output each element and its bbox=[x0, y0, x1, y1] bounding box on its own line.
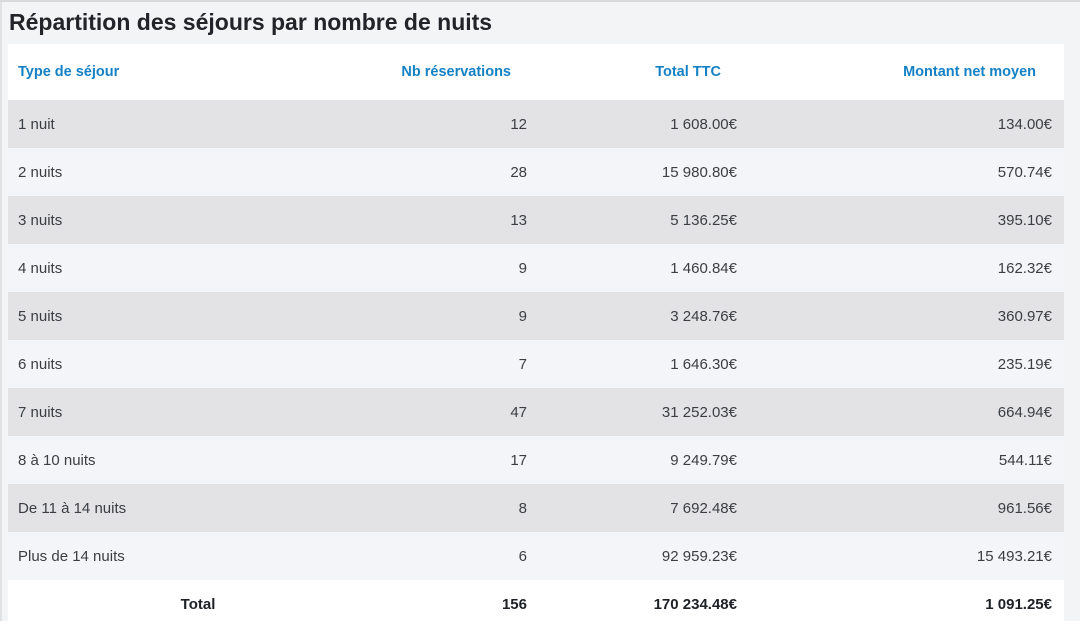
table-row: 6 nuits 7 1 646.30€ 235.19€ bbox=[8, 340, 1064, 388]
nb-reservations-cell: 7 bbox=[518, 355, 527, 373]
total-ttc-cell: 15 980.80€ bbox=[661, 163, 737, 181]
nb-reservations-cell: 8 bbox=[518, 499, 527, 517]
table-row: 7 nuits 47 31 252.03€ 664.94€ bbox=[8, 388, 1064, 436]
montant-net-moyen-cell: 235.19€ bbox=[997, 355, 1052, 373]
nb-reservations-cell: 47 bbox=[510, 403, 527, 421]
column-header-total-ttc[interactable]: Total TTC bbox=[539, 44, 749, 100]
stay-type-cell: 6 nuits bbox=[18, 355, 63, 373]
total-ttc-cell: 7 692.48€ bbox=[670, 499, 737, 517]
total-montant-net-moyen: 1 091.25€ bbox=[749, 580, 1064, 628]
stay-type-cell: 2 nuits bbox=[18, 163, 63, 181]
total-label: Total bbox=[8, 580, 389, 628]
column-header-nb-reservations[interactable]: Nb réservations bbox=[389, 44, 539, 100]
page-title: Répartition des séjours par nombre de nu… bbox=[9, 9, 493, 35]
nb-reservations-cell: 12 bbox=[510, 115, 527, 133]
column-header-montant-net-moyen[interactable]: Montant net moyen bbox=[749, 44, 1064, 100]
table-header: Type de séjour Nb réservations Total TTC… bbox=[8, 44, 1064, 100]
stay-type-cell: 8 à 10 nuits bbox=[18, 451, 96, 469]
total-ttc-cell: 31 252.03€ bbox=[661, 403, 737, 421]
montant-net-moyen-cell: 162.32€ bbox=[997, 259, 1052, 277]
total-ttc-cell: 1 646.30€ bbox=[670, 355, 737, 373]
nb-reservations-cell: 13 bbox=[510, 211, 527, 229]
stay-type-cell: 4 nuits bbox=[18, 259, 63, 277]
montant-net-moyen-cell: 360.97€ bbox=[997, 307, 1052, 325]
total-nb-reservations: 156 bbox=[389, 580, 539, 628]
montant-net-moyen-cell: 15 493.21€ bbox=[976, 547, 1052, 565]
table-row: De 11 à 14 nuits 8 7 692.48€ 961.56€ bbox=[8, 484, 1064, 532]
stay-type-cell: 7 nuits bbox=[18, 403, 63, 421]
stay-type-cell: 3 nuits bbox=[18, 211, 63, 229]
stay-type-cell: Plus de 14 nuits bbox=[18, 547, 125, 565]
nb-reservations-cell: 6 bbox=[518, 547, 527, 565]
table-row: 4 nuits 9 1 460.84€ 162.32€ bbox=[8, 244, 1064, 292]
table-row: Plus de 14 nuits 6 92 959.23€ 15 493.21€ bbox=[8, 532, 1064, 580]
total-row: Total 156 170 234.48€ 1 091.25€ bbox=[8, 580, 1064, 628]
stay-type-cell: 1 nuit bbox=[18, 115, 55, 133]
table-footer: Total 156 170 234.48€ 1 091.25€ bbox=[8, 580, 1064, 628]
table-row: 3 nuits 13 5 136.25€ 395.10€ bbox=[8, 196, 1064, 244]
table-row: 2 nuits 28 15 980.80€ 570.74€ bbox=[8, 148, 1064, 196]
header-row: Type de séjour Nb réservations Total TTC… bbox=[8, 44, 1064, 100]
table-row: 8 à 10 nuits 17 9 249.79€ 544.11€ bbox=[8, 436, 1064, 484]
stays-by-nights-table: Type de séjour Nb réservations Total TTC… bbox=[8, 44, 1064, 628]
nb-reservations-cell: 9 bbox=[518, 259, 527, 277]
total-ttc-cell: 3 248.76€ bbox=[670, 307, 737, 325]
nb-reservations-cell: 28 bbox=[510, 163, 527, 181]
montant-net-moyen-cell: 664.94€ bbox=[997, 403, 1052, 421]
nb-reservations-cell: 9 bbox=[518, 307, 527, 325]
column-header-type-de-sejour[interactable]: Type de séjour bbox=[8, 44, 389, 100]
total-ttc-cell: 92 959.23€ bbox=[661, 547, 737, 565]
montant-net-moyen-cell: 134.00€ bbox=[997, 115, 1052, 133]
total-ttc-cell: 1 608.00€ bbox=[670, 115, 737, 133]
total-total-ttc: 170 234.48€ bbox=[539, 580, 749, 628]
stay-type-cell: De 11 à 14 nuits bbox=[18, 499, 127, 517]
montant-net-moyen-cell: 961.56€ bbox=[997, 499, 1052, 517]
total-ttc-cell: 1 460.84€ bbox=[670, 259, 737, 277]
total-ttc-cell: 9 249.79€ bbox=[670, 451, 737, 469]
stay-type-cell: 5 nuits bbox=[18, 307, 63, 325]
table-body: 1 nuit 12 1 608.00€ 134.00€ 2 nuits 28 15 980.… bbox=[8, 100, 1064, 580]
montant-net-moyen-cell: 544.11€ bbox=[998, 451, 1052, 469]
montant-net-moyen-cell: 570.74€ bbox=[997, 163, 1052, 181]
total-ttc-cell: 5 136.25€ bbox=[670, 211, 737, 229]
table-row: 1 nuit 12 1 608.00€ 134.00€ bbox=[8, 100, 1064, 148]
montant-net-moyen-cell: 395.10€ bbox=[997, 211, 1052, 229]
nb-reservations-cell: 17 bbox=[510, 451, 527, 469]
table-row: 5 nuits 9 3 248.76€ 360.97€ bbox=[8, 292, 1064, 340]
